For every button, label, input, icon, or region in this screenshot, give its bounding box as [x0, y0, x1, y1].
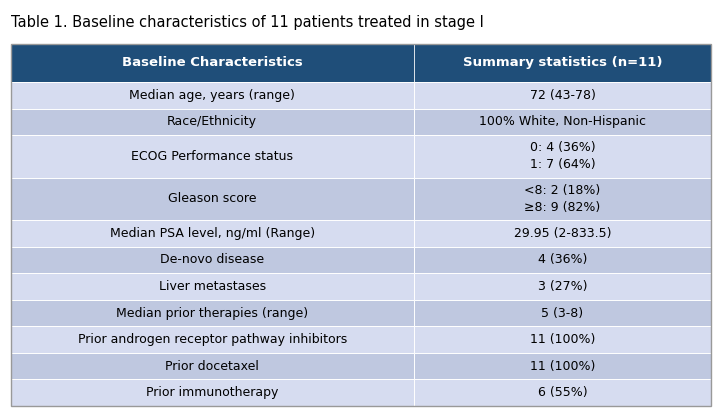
Text: 6 (55%): 6 (55%) [538, 386, 588, 399]
Text: Prior docetaxel: Prior docetaxel [166, 359, 259, 373]
Text: Gleason score: Gleason score [168, 193, 256, 205]
Text: 4 (36%): 4 (36%) [538, 254, 588, 266]
Text: ECOG Performance status: ECOG Performance status [131, 150, 293, 163]
Text: Race/Ethnicity: Race/Ethnicity [167, 115, 257, 129]
Text: Summary statistics (n=11): Summary statistics (n=11) [463, 56, 662, 69]
Text: De-novo disease: De-novo disease [160, 254, 264, 266]
Text: Liver metastases: Liver metastases [158, 280, 266, 293]
Text: 11 (100%): 11 (100%) [530, 359, 595, 373]
Text: Median PSA level, ng/ml (Range): Median PSA level, ng/ml (Range) [109, 227, 315, 240]
Text: 3 (27%): 3 (27%) [538, 280, 588, 293]
Text: Prior androgen receptor pathway inhibitors: Prior androgen receptor pathway inhibito… [78, 333, 347, 346]
Text: 11 (100%): 11 (100%) [530, 333, 595, 346]
Text: 5 (3-8): 5 (3-8) [541, 307, 583, 320]
Text: 72 (43-78): 72 (43-78) [529, 89, 595, 102]
Text: 0: 4 (36%)
1: 7 (64%): 0: 4 (36%) 1: 7 (64%) [530, 142, 595, 171]
Text: Prior immunotherapy: Prior immunotherapy [146, 386, 279, 399]
Text: 100% White, Non-Hispanic: 100% White, Non-Hispanic [479, 115, 646, 129]
Text: Baseline Characteristics: Baseline Characteristics [122, 56, 302, 69]
Text: Table 1. Baseline characteristics of 11 patients treated in stage I: Table 1. Baseline characteristics of 11 … [11, 15, 484, 29]
Text: Median prior therapies (range): Median prior therapies (range) [116, 307, 308, 320]
Text: 29.95 (2-833.5): 29.95 (2-833.5) [514, 227, 611, 240]
Text: Median age, years (range): Median age, years (range) [130, 89, 295, 102]
Text: <8: 2 (18%)
≥8: 9 (82%): <8: 2 (18%) ≥8: 9 (82%) [524, 184, 600, 214]
